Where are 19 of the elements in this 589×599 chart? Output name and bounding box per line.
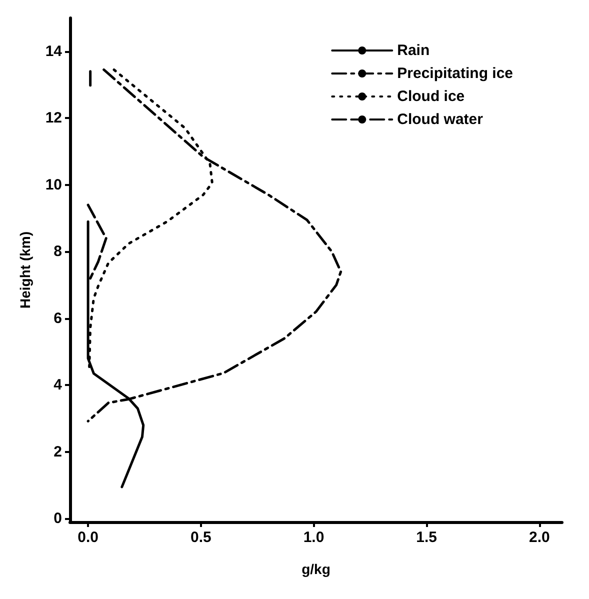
y-tick-label: 6 — [54, 310, 62, 327]
y-tick-label: 10 — [45, 176, 62, 194]
legend-label: Cloud ice — [397, 88, 465, 105]
x-tick-label: 2.0 — [529, 529, 550, 546]
x-tick-label: 0.0 — [78, 529, 98, 546]
y-axis-title: Height (km) — [17, 232, 33, 308]
legend-label: Cloud water — [397, 111, 484, 128]
legend-label: Rain — [397, 42, 430, 59]
y-tick-label: 14 — [45, 42, 63, 60]
legend-label: Precipitating ice — [397, 65, 514, 82]
x-tick-label: 0.5 — [190, 529, 212, 546]
y-tick-label: 12 — [45, 110, 62, 127]
y-tick-label: 4 — [54, 376, 63, 394]
y-tick-label: 2 — [54, 443, 62, 460]
y-tick-label: 0 — [54, 510, 62, 528]
x-tick-label: 1.5 — [416, 529, 438, 546]
x-tick-label: 1.0 — [303, 529, 324, 546]
x-axis-title: g/kg — [302, 561, 330, 577]
y-tick-label: 8 — [54, 243, 62, 260]
